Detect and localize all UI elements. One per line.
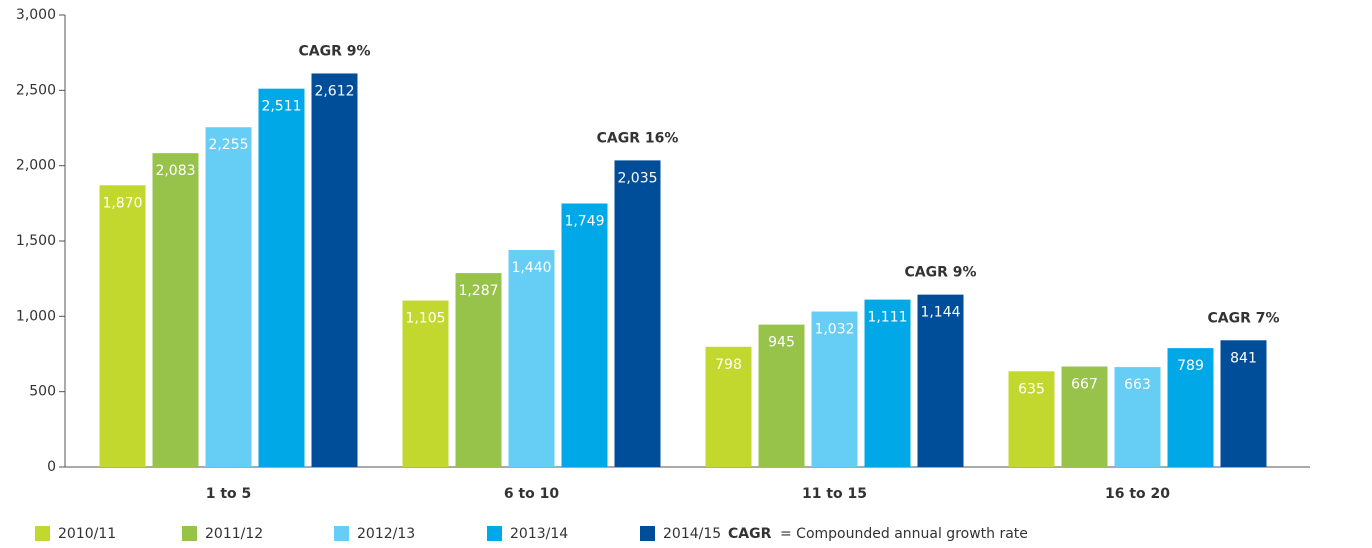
legend-label: 2012/13: [357, 526, 415, 542]
bar: [1008, 371, 1055, 467]
bar: [811, 311, 858, 467]
legend-note-text: = Compounded annual growth rate: [780, 526, 1028, 542]
x-tick-label: 1 to 5: [206, 486, 252, 502]
bar: [705, 346, 752, 467]
value-label: 1,111: [867, 310, 907, 326]
bar: [402, 300, 449, 467]
value-label: 667: [1071, 377, 1098, 393]
x-tick-label: 6 to 10: [504, 486, 560, 502]
bar: [1167, 348, 1214, 467]
legend-label: 2011/12: [205, 526, 263, 542]
value-label: 2,255: [208, 137, 248, 153]
value-label: 2,511: [261, 99, 301, 115]
value-label: 2,083: [155, 163, 195, 179]
bar: [258, 88, 305, 468]
legend-label: 2010/11: [58, 526, 116, 542]
legend-label: 2013/14: [510, 526, 568, 542]
bar: [1220, 340, 1267, 467]
value-label: 945: [768, 335, 795, 351]
bar: [1061, 366, 1108, 467]
y-tick-label: 3,000: [16, 7, 56, 23]
bar: [758, 324, 805, 467]
annotation: CAGR 7%: [1207, 310, 1279, 326]
legend-swatch: [334, 526, 349, 541]
value-label: 2,612: [314, 83, 354, 99]
legend-note-term: CAGR: [728, 526, 772, 542]
bar: [614, 160, 661, 468]
legend-label: 2014/15: [663, 526, 721, 542]
annotation: CAGR 16%: [597, 130, 679, 146]
value-label: 1,440: [511, 260, 551, 276]
legend-swatch: [487, 526, 502, 541]
value-label: 1,032: [814, 322, 854, 338]
value-label: 1,287: [458, 283, 498, 299]
value-label: 798: [715, 357, 742, 373]
value-label: 663: [1124, 377, 1151, 393]
legend-swatch: [182, 526, 197, 541]
y-tick-label: 2,000: [16, 158, 56, 174]
bar: [561, 203, 608, 467]
bar: [1114, 367, 1161, 467]
value-label: 2,035: [617, 170, 657, 186]
bar: [508, 250, 555, 467]
value-label: 1,870: [102, 195, 142, 211]
y-tick-label: 0: [47, 459, 56, 475]
legend-swatch: [640, 526, 655, 541]
bar: [152, 153, 199, 468]
value-label: 1,749: [564, 213, 604, 229]
value-label: 789: [1177, 358, 1204, 374]
x-tick-label: 11 to 15: [802, 486, 867, 502]
bar: [99, 185, 146, 467]
y-tick-label: 1,000: [16, 308, 56, 324]
y-tick-label: 1,500: [16, 233, 56, 249]
value-label: 1,144: [920, 305, 960, 321]
value-label: 841: [1230, 350, 1257, 366]
value-label: 1,105: [405, 311, 445, 327]
bar: [864, 299, 911, 467]
legend-swatch: [35, 526, 50, 541]
annotation: CAGR 9%: [298, 43, 370, 59]
x-tick-label: 16 to 20: [1105, 486, 1170, 502]
bar: [917, 294, 964, 467]
value-label: 635: [1018, 381, 1045, 397]
bar: [205, 127, 252, 467]
y-tick-label: 2,500: [16, 82, 56, 98]
bar: [455, 273, 502, 467]
annotation: CAGR 9%: [904, 265, 976, 281]
bar: [311, 73, 358, 467]
y-tick-label: 500: [29, 384, 56, 400]
